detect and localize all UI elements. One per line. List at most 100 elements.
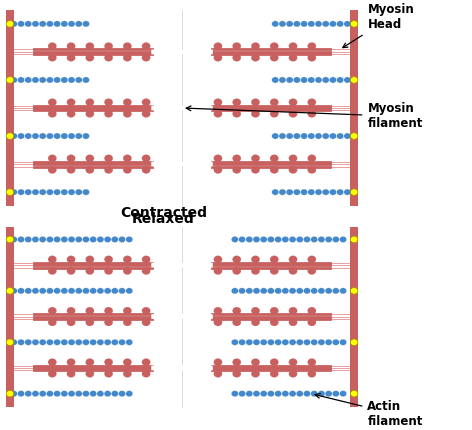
Circle shape <box>48 43 57 50</box>
Circle shape <box>123 370 132 378</box>
Circle shape <box>67 54 75 61</box>
Bar <box>6 10 14 206</box>
Circle shape <box>75 77 82 83</box>
Circle shape <box>46 237 53 243</box>
Circle shape <box>289 319 297 326</box>
Circle shape <box>308 110 316 117</box>
Circle shape <box>286 77 293 83</box>
Circle shape <box>111 390 118 397</box>
Circle shape <box>48 319 57 326</box>
Circle shape <box>85 155 94 162</box>
Circle shape <box>315 133 322 139</box>
Circle shape <box>246 390 253 397</box>
Circle shape <box>39 288 46 294</box>
Circle shape <box>10 390 17 397</box>
Circle shape <box>270 307 278 314</box>
Circle shape <box>68 237 75 243</box>
Circle shape <box>275 339 282 345</box>
Circle shape <box>233 155 241 162</box>
Circle shape <box>54 21 60 27</box>
Circle shape <box>25 133 32 139</box>
Circle shape <box>32 133 39 139</box>
Circle shape <box>270 155 278 162</box>
Circle shape <box>260 288 267 294</box>
Circle shape <box>214 43 222 50</box>
Circle shape <box>68 390 75 397</box>
Circle shape <box>251 155 260 162</box>
Circle shape <box>75 237 82 243</box>
Circle shape <box>238 390 245 397</box>
Circle shape <box>83 21 90 27</box>
Circle shape <box>123 267 132 275</box>
Circle shape <box>270 166 278 174</box>
Circle shape <box>10 189 17 195</box>
Circle shape <box>337 77 344 83</box>
Circle shape <box>104 43 113 50</box>
Circle shape <box>48 359 57 366</box>
Circle shape <box>104 256 113 263</box>
Circle shape <box>54 339 60 345</box>
Circle shape <box>289 288 296 294</box>
Circle shape <box>17 21 25 27</box>
Circle shape <box>289 98 297 106</box>
Circle shape <box>17 237 25 243</box>
Circle shape <box>337 189 344 195</box>
Circle shape <box>350 236 358 243</box>
Circle shape <box>282 390 289 397</box>
Circle shape <box>272 21 279 27</box>
Circle shape <box>118 288 126 294</box>
Circle shape <box>123 54 132 61</box>
Circle shape <box>325 339 332 345</box>
Circle shape <box>68 288 75 294</box>
Circle shape <box>118 390 126 397</box>
Circle shape <box>268 390 274 397</box>
Circle shape <box>308 307 316 314</box>
Circle shape <box>32 189 39 195</box>
Circle shape <box>104 359 113 366</box>
Circle shape <box>111 288 118 294</box>
Circle shape <box>6 339 14 346</box>
Circle shape <box>308 319 316 326</box>
Circle shape <box>303 339 311 345</box>
Circle shape <box>296 390 303 397</box>
Circle shape <box>123 98 132 106</box>
Circle shape <box>246 288 253 294</box>
Circle shape <box>233 256 241 263</box>
Circle shape <box>315 77 322 83</box>
FancyBboxPatch shape <box>152 49 213 54</box>
Circle shape <box>308 43 316 50</box>
Circle shape <box>214 98 222 106</box>
FancyBboxPatch shape <box>152 106 213 111</box>
Circle shape <box>251 307 260 314</box>
Circle shape <box>279 21 286 27</box>
Circle shape <box>253 339 260 345</box>
Circle shape <box>231 339 238 345</box>
Circle shape <box>332 237 339 243</box>
Circle shape <box>214 307 222 314</box>
Circle shape <box>67 319 75 326</box>
Circle shape <box>126 237 133 243</box>
Circle shape <box>61 237 68 243</box>
Circle shape <box>251 54 260 61</box>
Circle shape <box>293 77 300 83</box>
Circle shape <box>344 21 351 27</box>
Circle shape <box>39 390 46 397</box>
Circle shape <box>246 237 253 243</box>
Circle shape <box>332 390 339 397</box>
Circle shape <box>104 288 111 294</box>
Circle shape <box>17 390 25 397</box>
Circle shape <box>339 390 346 397</box>
Circle shape <box>142 256 151 263</box>
Circle shape <box>289 110 297 117</box>
Circle shape <box>75 339 82 345</box>
Circle shape <box>118 339 126 345</box>
Text: Relaxed: Relaxed <box>132 212 194 226</box>
Circle shape <box>10 77 17 83</box>
Circle shape <box>301 133 308 139</box>
Circle shape <box>25 77 32 83</box>
Circle shape <box>289 370 297 378</box>
FancyBboxPatch shape <box>152 314 213 319</box>
Circle shape <box>67 110 75 117</box>
Circle shape <box>344 77 351 83</box>
Circle shape <box>289 54 297 61</box>
